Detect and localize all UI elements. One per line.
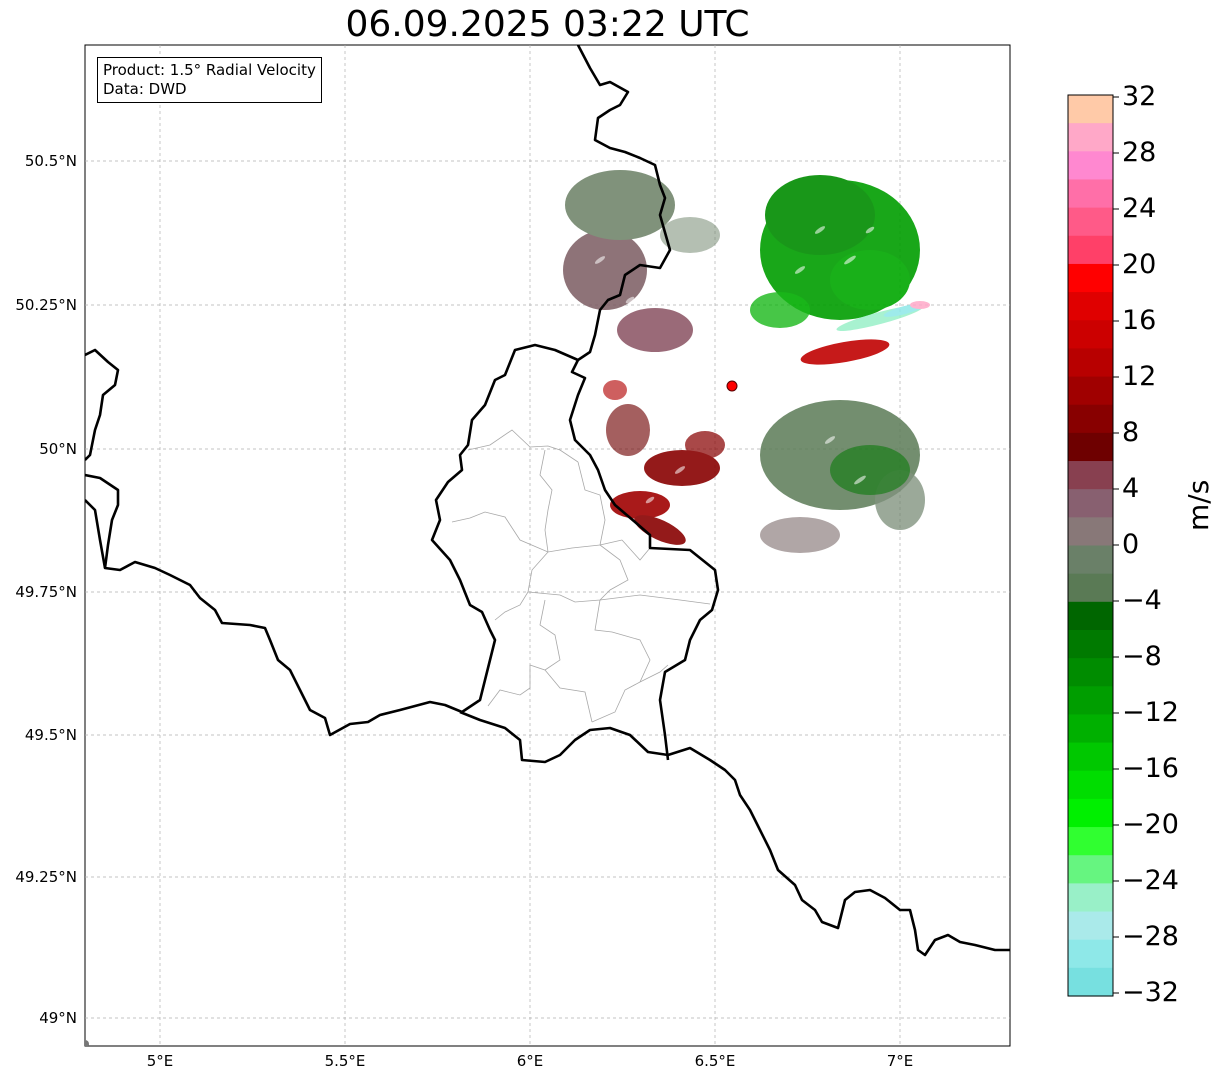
lat-label: 50.5°N	[24, 152, 77, 170]
colorbar-band	[1068, 348, 1113, 378]
lon-label: 7°E	[886, 1052, 914, 1070]
colorbar-band	[1068, 292, 1113, 321]
canton-boundaries	[451, 429, 711, 723]
colorbar	[1067, 94, 1114, 997]
colorbar-tick-label: −16	[1122, 753, 1179, 784]
colorbar-tick-label: 0	[1122, 529, 1140, 560]
radar-site-marker	[726, 380, 738, 392]
colorbar-band	[1068, 235, 1113, 265]
info-box: Product: 1.5° Radial Velocity Data: DWD	[97, 57, 322, 103]
echo-speckle	[594, 226, 875, 504]
colorbar-band	[1068, 883, 1113, 913]
colorbar-ticks	[1113, 96, 1119, 994]
colorbar-tick-label: 16	[1122, 305, 1157, 336]
colorbar-tick-label: 4	[1122, 473, 1140, 504]
echo-group-inbound	[750, 175, 920, 495]
colorbar-tick-label: −12	[1122, 697, 1179, 728]
colorbar-band	[1068, 489, 1113, 518]
colorbar-band	[1068, 742, 1113, 772]
lon-label: 6°E	[516, 1052, 544, 1070]
colorbar-tick-label: 20	[1122, 249, 1157, 280]
colorbar-tick-label: 28	[1122, 137, 1157, 168]
colorbar-band	[1068, 432, 1113, 462]
colorbar-band	[1068, 545, 1113, 575]
colorbar-band	[1068, 939, 1113, 969]
colorbar-tick-label: 8	[1122, 417, 1140, 448]
colorbar-tick-label: −20	[1122, 809, 1179, 840]
colorbar-band	[1068, 629, 1113, 659]
colorbar-band	[1068, 123, 1113, 152]
colorbar-tick-label: −8	[1122, 641, 1162, 672]
colorbar-tick-label: 32	[1122, 81, 1157, 112]
lon-label: 6.5°E	[694, 1052, 736, 1070]
colorbar-tick-label: −28	[1122, 921, 1179, 952]
radar-echoes	[563, 170, 930, 553]
lat-label: 49.25°N	[15, 868, 77, 886]
colorbar-tick-label: 24	[1122, 193, 1157, 224]
colorbar-band	[1068, 151, 1113, 181]
colorbar-unit-label: m/s	[1182, 479, 1215, 531]
colorbar-band	[1068, 517, 1113, 547]
colorbar-band	[1068, 263, 1113, 293]
colorbar-band	[1068, 967, 1113, 997]
corner-marker	[85, 1040, 89, 1046]
colorbar-tick-label: −24	[1122, 865, 1179, 896]
colorbar-band	[1068, 404, 1113, 434]
colorbar-band	[1068, 658, 1113, 687]
map-title: 06.09.2025 03:22 UTC	[345, 4, 750, 45]
colorbar-band	[1068, 320, 1113, 350]
colorbar-band	[1068, 714, 1113, 744]
colorbar-band	[1068, 911, 1113, 941]
colorbar-band	[1068, 179, 1113, 209]
colorbar-tick-label: 12	[1122, 361, 1157, 392]
colorbar-band	[1068, 827, 1113, 856]
colorbar-band	[1068, 798, 1113, 828]
lat-label: 49.75°N	[15, 583, 77, 601]
echo-group-fast-inbound	[836, 301, 930, 332]
colorbar-band	[1068, 573, 1113, 603]
colorbar-band	[1068, 95, 1113, 124]
lat-label: 49.5°N	[24, 726, 77, 744]
data-source-label: Data: DWD	[103, 80, 187, 98]
colorbar-band	[1068, 376, 1113, 406]
colorbar-band	[1068, 207, 1113, 237]
colorbar-band	[1068, 461, 1113, 490]
colorbar-band	[1068, 686, 1113, 716]
colorbar-band	[1068, 855, 1113, 884]
lat-label: 50.25°N	[15, 296, 77, 314]
lon-label: 5.5°E	[324, 1052, 366, 1070]
product-label: Product: 1.5° Radial Velocity	[103, 61, 316, 79]
lon-label: 5°E	[146, 1052, 174, 1070]
lat-label: 50°N	[39, 440, 77, 458]
country-borders	[85, 45, 1010, 957]
colorbar-band	[1068, 601, 1113, 631]
colorbar-band	[1068, 770, 1113, 800]
colorbar-tick-label: −4	[1122, 585, 1162, 616]
lat-label: 49°N	[39, 1009, 77, 1027]
colorbar-tick-label: −32	[1122, 977, 1179, 1008]
